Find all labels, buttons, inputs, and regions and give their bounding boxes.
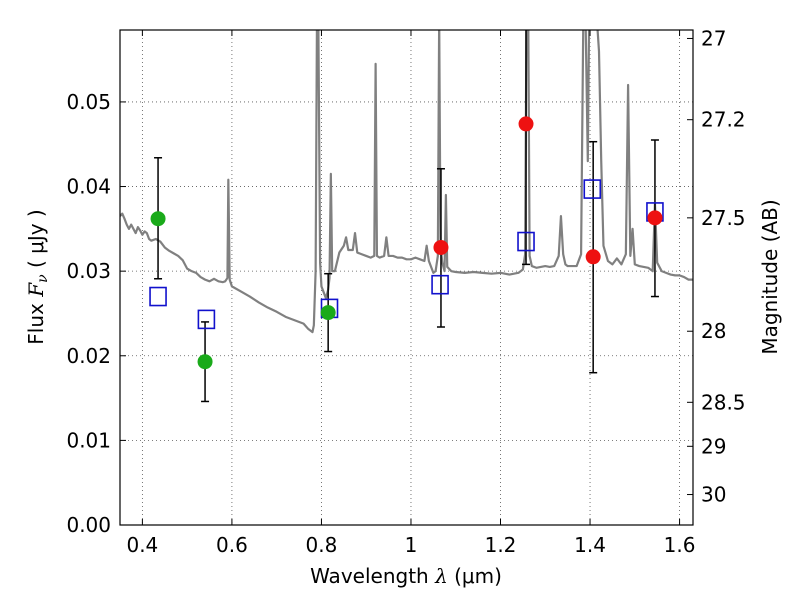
y-axis-label-symbol: F — [24, 282, 48, 298]
y-tick-label: 0.01 — [66, 428, 111, 452]
y2-tick-label: 28.5 — [701, 390, 746, 414]
model-square-marker — [431, 274, 449, 295]
x-tick-label: 1.2 — [485, 533, 517, 557]
y-axis-label-unit: ( μJy ) — [24, 209, 48, 274]
y-tick-label: 0.05 — [66, 90, 111, 114]
y2-tick-label: 29 — [701, 434, 726, 458]
x-tick-label: 1 — [405, 533, 418, 557]
observed-point-red — [647, 210, 663, 226]
x-tick-label: 0.8 — [306, 533, 338, 557]
y-tick-label: 0.04 — [66, 175, 111, 199]
observed-point-green — [320, 305, 336, 321]
y2-tick-label: 30 — [701, 483, 726, 507]
x-tick-label: 1.6 — [664, 533, 696, 557]
observed-point-red — [433, 239, 449, 255]
spectrum-series — [120, 30, 693, 334]
y2-tick-label: 28 — [701, 319, 726, 343]
y2-tick-label: 27.2 — [701, 108, 746, 132]
observed-point-green — [197, 354, 213, 370]
y-tick-label: 0.03 — [66, 259, 111, 283]
y-axis-label-subscript: ν — [35, 274, 51, 283]
observed-points — [150, 116, 663, 370]
right-axis-label: Magnitude (AB) — [758, 199, 782, 354]
x-tick-label: 0.6 — [216, 533, 248, 557]
model-square-marker — [583, 179, 602, 199]
y-axis-label-text: Flux — [24, 297, 48, 345]
model-squares — [149, 179, 664, 330]
model-square-marker — [517, 231, 535, 252]
observed-point-red — [518, 116, 534, 132]
y-axis-label: Flux Fν ( μJy ) — [24, 209, 51, 344]
axis-ticks: 0.4 0.6 0.8 1 1.2 1.4 1.6 0.00 0.01 0.02 0.03 0.04 0… — [66, 26, 745, 557]
x-axis-label-unit: (μm) — [448, 564, 502, 588]
spectrum-line — [120, 30, 693, 334]
x-axis-label: Wavelength λ (μm) — [310, 564, 502, 588]
x-axis-label-symbol: λ — [434, 564, 448, 588]
x-axis-label-text: Wavelength — [310, 564, 435, 588]
observed-point-green — [150, 211, 166, 227]
plot-frame — [119, 29, 694, 526]
grid-lines — [120, 30, 693, 526]
x-tick-label: 1.4 — [574, 533, 606, 557]
y-tick-label: 0.00 — [66, 513, 111, 537]
y2-tick-label: 27 — [701, 26, 726, 50]
y-tick-label: 0.02 — [66, 344, 111, 368]
model-square-marker — [149, 286, 167, 307]
x-tick-label: 0.4 — [126, 533, 158, 557]
observed-point-red — [585, 249, 601, 265]
y2-tick-label: 27.5 — [701, 206, 746, 230]
model-square-marker — [197, 309, 216, 330]
